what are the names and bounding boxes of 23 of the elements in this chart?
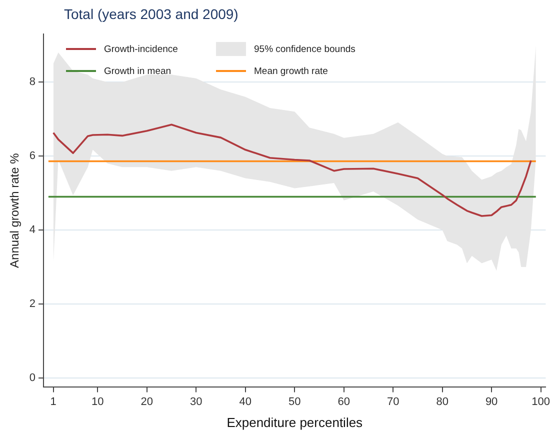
x-tick-label: 20 xyxy=(140,396,154,408)
x-tick-label: 50 xyxy=(288,396,301,408)
chart-title: Total (years 2003 and 2009) xyxy=(64,6,238,22)
x-tick-label: 100 xyxy=(532,396,550,408)
legend-label: Growth in mean xyxy=(104,66,172,76)
legend-label: Mean growth rate xyxy=(254,66,328,76)
y-tick-label: 2 xyxy=(29,298,36,310)
y-tick-label: 0 xyxy=(29,372,36,384)
annotation: 95% confidence bounds xyxy=(254,44,356,54)
x-tick-label: 40 xyxy=(239,396,252,408)
y-tick-label: 4 xyxy=(29,224,36,236)
x-tick-label: 70 xyxy=(386,396,400,408)
x-axis-title: Expenditure percentiles xyxy=(226,414,364,430)
x-tick-label: 60 xyxy=(338,396,350,408)
y-tick-label: 8 xyxy=(29,76,36,88)
x-tick-label: 80 xyxy=(436,396,448,408)
x-tick-label: 30 xyxy=(190,396,202,408)
x-tick-label: 90 xyxy=(485,396,498,408)
x-tick-label: 10 xyxy=(92,396,104,408)
y-axis-title: Annual growth rate % xyxy=(8,152,22,268)
legend-label: Growth-incidence xyxy=(104,44,178,54)
x-tick-label: 1 xyxy=(50,396,56,408)
y-tick-label: 6 xyxy=(29,150,36,162)
